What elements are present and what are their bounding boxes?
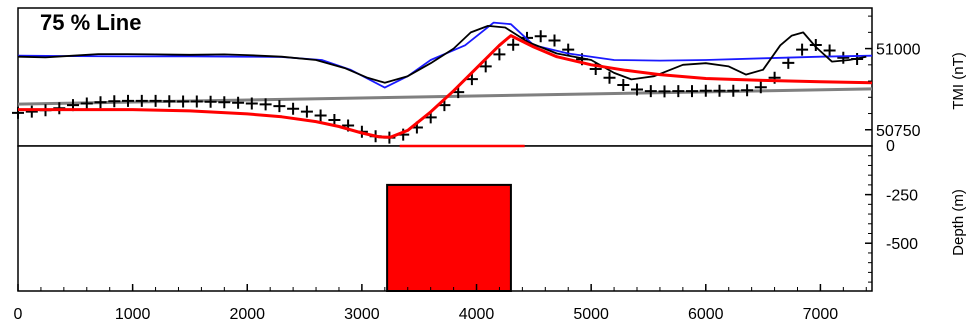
tmi-axis-title: TMI (nT) <box>950 52 967 110</box>
observed-point <box>465 73 478 86</box>
distance-tick-label: 1000 <box>115 306 151 323</box>
depth-axis: 0 -250 -500 <box>865 138 918 283</box>
depth-model-group <box>386 144 525 292</box>
depth-panel: 0 -250 -500 Depth (m) <box>17 138 967 292</box>
observed-point <box>204 95 217 108</box>
distance-tick-label: 4000 <box>459 306 495 323</box>
tmi-tick-label: 51000 <box>876 42 921 59</box>
observed-point <box>796 43 809 56</box>
observed-point <box>135 94 148 107</box>
observed-point <box>259 98 272 111</box>
observed-point <box>177 95 190 108</box>
observed-point <box>603 71 616 84</box>
chart-title: 75 % Line <box>40 10 141 35</box>
observed-point <box>493 48 506 61</box>
distance-tick-label: 6000 <box>688 306 724 323</box>
observed-point <box>658 85 671 98</box>
distance-tick-label: 2000 <box>229 306 265 323</box>
observed-point <box>686 85 698 98</box>
tmi-axis: 50750 51000 <box>865 15 921 147</box>
observed-point <box>80 97 93 110</box>
observed-point <box>149 94 162 107</box>
observed-point <box>190 95 203 108</box>
distance-tick-label: 0 <box>14 306 23 323</box>
observed-point <box>314 109 327 122</box>
observed-point <box>809 39 822 51</box>
distance-tick-label: 3000 <box>344 306 380 323</box>
observed-point <box>699 84 712 97</box>
observed-point <box>837 51 850 64</box>
observed-point <box>617 79 630 91</box>
depth-axis-title: Depth (m) <box>950 189 967 256</box>
observed-point <box>754 81 767 94</box>
observed-point <box>273 100 286 113</box>
observed-point <box>741 84 754 97</box>
profile-panel: 75 % Line 50750 51000 TMI (nT) <box>12 7 967 147</box>
depth-tick-label: -500 <box>886 236 918 253</box>
distance-axis: 0 1000 2000 3000 4000 5000 6000 7000 <box>14 284 867 323</box>
observed-point <box>287 102 300 115</box>
depth-tick-label: -250 <box>886 188 918 205</box>
distance-tick-label: 5000 <box>573 306 609 323</box>
tmi-tick-label: 50750 <box>876 123 921 140</box>
observed-point <box>94 96 107 109</box>
series-line-3 <box>18 34 873 139</box>
source-body <box>386 183 512 292</box>
observed-point <box>644 85 657 98</box>
observed-point <box>122 94 134 107</box>
observed-point <box>782 56 795 69</box>
depth-tick-label: 0 <box>886 138 895 155</box>
observed-point <box>631 83 643 96</box>
observed-point <box>713 84 726 97</box>
profile-plot-frame <box>17 7 873 147</box>
observed-point <box>218 96 231 109</box>
observed-point <box>163 95 176 108</box>
observed-point <box>300 105 313 118</box>
observed-point <box>727 84 740 97</box>
observed-point <box>108 95 121 108</box>
observed-point <box>245 97 258 110</box>
observed-point <box>232 96 245 109</box>
observed-point <box>823 44 836 57</box>
observed-point <box>672 85 685 98</box>
observed-point <box>507 38 520 51</box>
observed-point <box>479 60 492 73</box>
observed-point <box>534 30 547 43</box>
observed-point <box>548 34 561 47</box>
series-line-1 <box>17 24 867 84</box>
distance-tick-label: 7000 <box>803 306 839 323</box>
observed-point <box>25 105 38 118</box>
profile-series-group <box>12 21 873 144</box>
